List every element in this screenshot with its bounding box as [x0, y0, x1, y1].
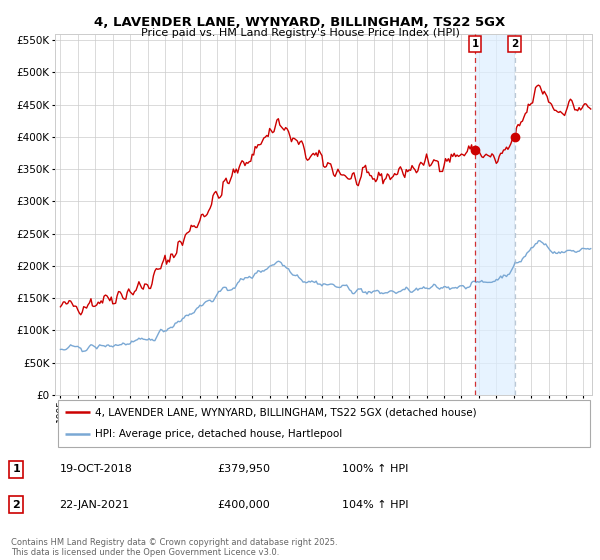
Text: 1: 1	[12, 464, 20, 474]
Bar	[475, 34, 515, 395]
Text: Price paid vs. HM Land Registry's House Price Index (HPI): Price paid vs. HM Land Registry's House …	[140, 28, 460, 38]
Text: £400,000: £400,000	[217, 500, 269, 510]
Text: HPI: Average price, detached house, Hartlepool: HPI: Average price, detached house, Hart…	[95, 429, 343, 439]
Text: Contains HM Land Registry data © Crown copyright and database right 2025.
This d: Contains HM Land Registry data © Crown c…	[11, 538, 337, 557]
Text: 1: 1	[472, 39, 479, 49]
Text: 104% ↑ HPI: 104% ↑ HPI	[341, 500, 408, 510]
FancyBboxPatch shape	[58, 400, 590, 446]
Text: 4, LAVENDER LANE, WYNYARD, BILLINGHAM, TS22 5GX (detached house): 4, LAVENDER LANE, WYNYARD, BILLINGHAM, T…	[95, 407, 477, 417]
Text: 2: 2	[511, 39, 518, 49]
Text: £379,950: £379,950	[217, 464, 270, 474]
Text: 100% ↑ HPI: 100% ↑ HPI	[341, 464, 408, 474]
Text: 2: 2	[12, 500, 20, 510]
Text: 22-JAN-2021: 22-JAN-2021	[59, 500, 130, 510]
Text: 4, LAVENDER LANE, WYNYARD, BILLINGHAM, TS22 5GX: 4, LAVENDER LANE, WYNYARD, BILLINGHAM, T…	[94, 16, 506, 29]
Text: 19-OCT-2018: 19-OCT-2018	[59, 464, 133, 474]
